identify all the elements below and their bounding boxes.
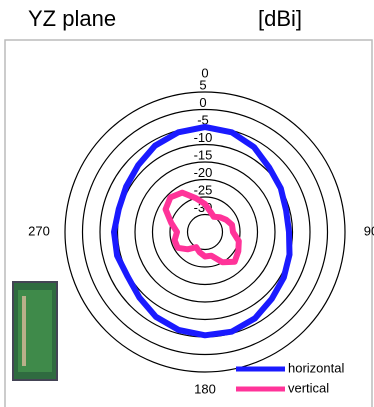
page: YZ plane [dBi] 50-5-10-15-20-25-30090180… bbox=[0, 0, 374, 407]
angle-label: 0 bbox=[201, 65, 208, 80]
angle-label: 90 bbox=[364, 223, 374, 238]
r-tick-label: -15 bbox=[194, 147, 213, 162]
r-tick-label: -20 bbox=[194, 165, 213, 180]
angle-label: 180 bbox=[194, 381, 216, 396]
legend-label: vertical bbox=[288, 380, 329, 395]
legend-label: horizontal bbox=[288, 360, 344, 375]
r-tick-label: -10 bbox=[194, 130, 213, 145]
board-photo bbox=[13, 282, 57, 380]
angle-label: 270 bbox=[28, 223, 50, 238]
chart-title: YZ plane bbox=[28, 6, 116, 31]
unit-label: [dBi] bbox=[258, 6, 302, 31]
chart: YZ plane [dBi] 50-5-10-15-20-25-30090180… bbox=[0, 0, 374, 407]
r-tick-label: 0 bbox=[199, 95, 206, 110]
